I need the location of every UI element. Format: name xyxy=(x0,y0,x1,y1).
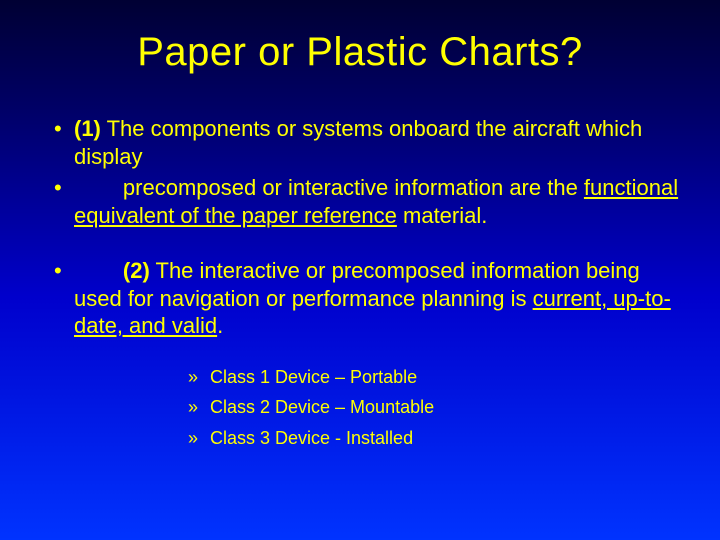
bullet-3-prefix: (2) xyxy=(123,258,150,283)
sub-bullet-2: Class 2 Device – Mountable xyxy=(40,396,680,419)
bullet-3-plain2: . xyxy=(217,313,223,338)
spacer xyxy=(40,233,680,257)
bullet-3-indent xyxy=(74,258,123,283)
sub-bullet-list: Class 1 Device – Portable Class 2 Device… xyxy=(40,366,680,450)
bullet-2: precomposed or interactive information a… xyxy=(40,174,680,229)
bullet-1-text: The components or systems onboard the ai… xyxy=(74,116,642,169)
bullet-2-plain1: precomposed or interactive information a… xyxy=(123,175,584,200)
sub-bullet-3: Class 3 Device - Installed xyxy=(40,427,680,450)
slide-body: (1) The components or systems onboard th… xyxy=(40,115,680,449)
bullet-2-indent xyxy=(74,175,123,200)
bullet-list: (1) The components or systems onboard th… xyxy=(40,115,680,229)
bullet-list-2: (2) The interactive or precomposed infor… xyxy=(40,257,680,340)
bullet-1: (1) The components or systems onboard th… xyxy=(40,115,680,170)
bullet-1-prefix: (1) xyxy=(74,116,101,141)
slide: Paper or Plastic Charts? (1) The compone… xyxy=(0,0,720,540)
sub-bullet-1: Class 1 Device – Portable xyxy=(40,366,680,389)
slide-title: Paper or Plastic Charts? xyxy=(40,30,680,75)
bullet-2-plain2: material. xyxy=(397,203,487,228)
bullet-3: (2) The interactive or precomposed infor… xyxy=(40,257,680,340)
